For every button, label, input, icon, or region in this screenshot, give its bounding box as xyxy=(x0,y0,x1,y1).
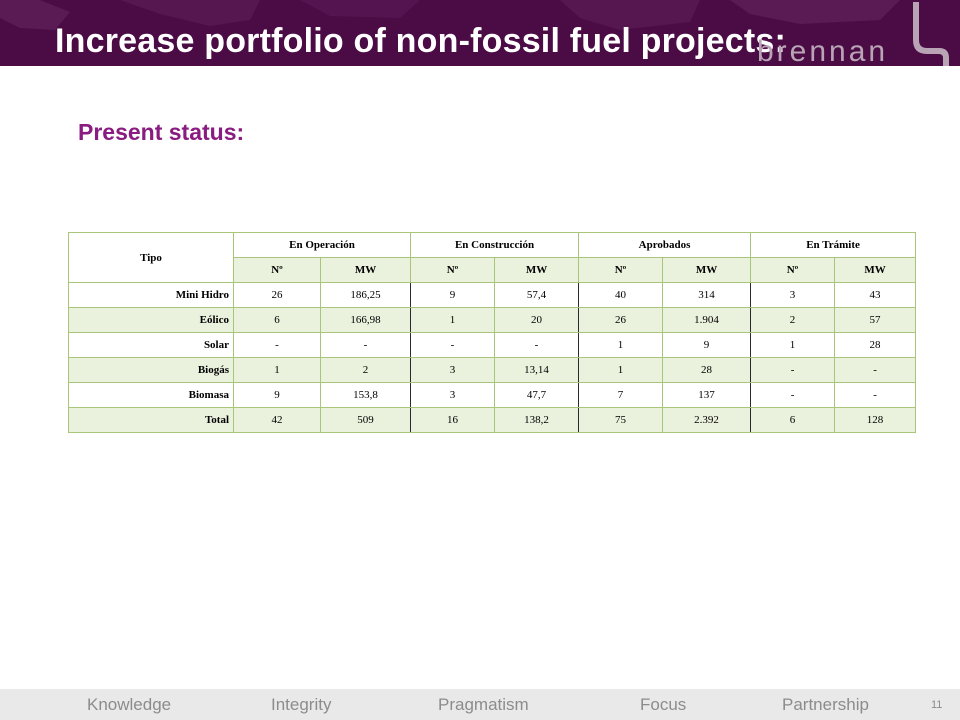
table-cell: 7 xyxy=(578,382,664,408)
subheader-cell: Nº xyxy=(233,257,321,283)
row-label: Mini Hidro xyxy=(68,282,234,308)
footer-value-knowledge: Knowledge xyxy=(87,695,172,714)
header-tipo: Tipo xyxy=(68,232,234,283)
table-cell: 186,25 xyxy=(319,282,412,308)
row-label: Eólico xyxy=(68,307,234,333)
table-cell: 3 xyxy=(410,382,496,408)
table-cell: 3 xyxy=(410,357,496,383)
table-cell: 1 xyxy=(410,307,496,333)
table-cell: 6 xyxy=(750,407,836,433)
header-en-operacion: En Operación xyxy=(232,232,412,258)
table-row: Biomasa 9 153,8 3 47,7 7 137 - - xyxy=(68,382,917,408)
footer-value-partnership: Partnership xyxy=(782,695,869,714)
company-logo-text: brennan xyxy=(757,35,889,66)
table-cell: 2.392 xyxy=(662,407,752,433)
row-label: Total xyxy=(68,407,234,433)
table-cell: 26 xyxy=(578,307,664,333)
footer-value-pragmatism: Pragmatism xyxy=(438,695,529,714)
table-cell: 13,14 xyxy=(494,357,580,383)
header-en-tramite: En Trámite xyxy=(750,232,917,258)
footer-bar: Knowledge Integrity Pragmatism Focus Par… xyxy=(0,689,960,720)
table-cell: - xyxy=(834,382,917,408)
table-cell: 57,4 xyxy=(494,282,580,308)
table-cell: 28 xyxy=(662,357,752,383)
table-cell: 20 xyxy=(494,307,580,333)
table-cell: - xyxy=(750,382,836,408)
company-logo-icon xyxy=(913,2,949,66)
table-cell: 1 xyxy=(750,332,836,358)
table-cell: 47,7 xyxy=(494,382,580,408)
table-cell: - xyxy=(233,332,321,358)
table-row-total: Total 42 509 16 138,2 75 2.392 6 128 xyxy=(68,407,917,433)
table-cell: - xyxy=(834,357,917,383)
subheader-cell: Nº xyxy=(410,257,496,283)
table-cell: 3 xyxy=(750,282,836,308)
table-cell: 9 xyxy=(662,332,752,358)
table-cell: 138,2 xyxy=(494,407,580,433)
table-cell: 26 xyxy=(233,282,321,308)
table-cell: 6 xyxy=(233,307,321,333)
table-cell: 40 xyxy=(578,282,664,308)
table-cell: 1 xyxy=(578,332,664,358)
table-cell: 128 xyxy=(834,407,917,433)
table-cell: - xyxy=(494,332,580,358)
table-row: Biogás 1 2 3 13,14 1 28 - - xyxy=(68,357,917,383)
table-cell: - xyxy=(410,332,496,358)
table-cell: - xyxy=(750,357,836,383)
subheader-cell: MW xyxy=(494,257,580,283)
table-cell: 43 xyxy=(834,282,917,308)
table-cell: 28 xyxy=(834,332,917,358)
table-cell: 1.904 xyxy=(662,307,752,333)
header-bar: Increase portfolio of non-fossil fuel pr… xyxy=(0,0,960,66)
subheader-cell: MW xyxy=(319,257,412,283)
table-row: Solar - - - - 1 9 1 28 xyxy=(68,332,917,358)
subheader-cell: Nº xyxy=(578,257,664,283)
table-cell: 1 xyxy=(578,357,664,383)
projects-table: Tipo En Operación En Construcción Aproba… xyxy=(68,232,917,433)
footer-value-focus: Focus xyxy=(640,695,687,714)
footer-value-integrity: Integrity xyxy=(271,695,332,714)
table-cell: 2 xyxy=(750,307,836,333)
world-map-background xyxy=(0,0,900,30)
table-cell: 9 xyxy=(233,382,321,408)
table-cell: 1 xyxy=(233,357,321,383)
table-cell: - xyxy=(319,332,412,358)
section-subtitle: Present status: xyxy=(78,119,245,145)
table-cell: 509 xyxy=(319,407,412,433)
table-cell: 153,8 xyxy=(319,382,412,408)
row-label: Biomasa xyxy=(68,382,234,408)
table-cell: 2 xyxy=(319,357,412,383)
table-row: Mini Hidro 26 186,25 9 57,4 40 314 3 43 xyxy=(68,282,917,308)
table-cell: 314 xyxy=(662,282,752,308)
row-label: Solar xyxy=(68,332,234,358)
table-cell: 57 xyxy=(834,307,917,333)
header-en-construccion: En Construcción xyxy=(410,232,580,258)
row-label: Biogás xyxy=(68,357,234,383)
subheader-cell: Nº xyxy=(750,257,836,283)
table-cell: 137 xyxy=(662,382,752,408)
table-cell: 166,98 xyxy=(319,307,412,333)
page-title: Increase portfolio of non-fossil fuel pr… xyxy=(55,22,787,60)
table-row: Eólico 6 166,98 1 20 26 1.904 2 57 xyxy=(68,307,917,333)
page-number: 11 xyxy=(931,699,943,711)
subheader-cell: MW xyxy=(662,257,752,283)
subheader-cell: MW xyxy=(834,257,917,283)
table-cell: 16 xyxy=(410,407,496,433)
table-cell: 75 xyxy=(578,407,664,433)
table-cell: 9 xyxy=(410,282,496,308)
table-cell: 42 xyxy=(233,407,321,433)
header-aprobados: Aprobados xyxy=(578,232,752,258)
